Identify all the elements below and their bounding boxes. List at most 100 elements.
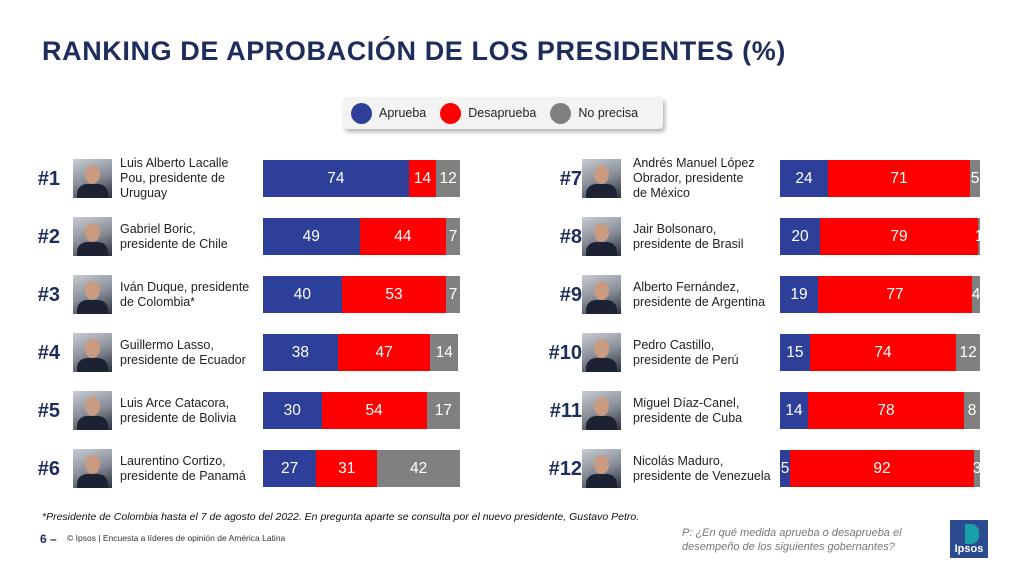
rank-label: #7: [559, 168, 582, 190]
rank-label: #11: [549, 400, 582, 422]
bar-segment-aprueba: 30: [263, 392, 322, 429]
chart-row: #1 Luis Alberto Lacalle Pou, presidente d…: [0, 156, 1024, 200]
stacked-bar: 30 54 17: [263, 392, 460, 429]
legend-swatch: [440, 102, 462, 124]
bar-segment-desaprueba: 44: [359, 218, 447, 255]
bar-segment-desaprueba: 92: [790, 450, 974, 487]
chart-legend: Aprueba Desaprueba No precisa: [343, 97, 663, 129]
bar-segment-no-precisa: 7: [446, 218, 460, 255]
president-name: Iván Duque, presidente de Colombia*: [120, 280, 250, 309]
legend-swatch: [550, 102, 572, 124]
legend-item-aprueba: Aprueba: [351, 102, 427, 124]
president-photo: [582, 333, 621, 372]
bar-segment-no-precisa: 42: [377, 450, 460, 487]
legend-label: Desaprueba: [468, 106, 537, 120]
chart-row: #9 Alberto Fernández, presidente de Argen…: [0, 275, 1024, 315]
bar-segment-desaprueba: 74: [809, 334, 957, 371]
bar-segment-aprueba: 24: [780, 160, 828, 197]
bar-segment-no-precisa: 14: [430, 334, 459, 371]
page-title: RANKING DE APROBACIÓN DE LOS PRESIDENTES…: [42, 36, 786, 66]
ipsos-logo: Ipsos: [950, 520, 988, 558]
rank-label: #4: [37, 342, 60, 364]
president-name: Alberto Fernández, presidente de Argenti…: [633, 280, 766, 309]
bar-segment-no-precisa: 12: [956, 334, 980, 371]
bar-segment-aprueba: 27: [263, 450, 317, 487]
chart-row: #5 Luis Arce Catacora, presidente de Boli…: [0, 391, 1024, 431]
stacked-bar: 14 78 8: [780, 392, 980, 429]
survey-question: P: ¿En qué medida aprueba o desaprueba e…: [682, 527, 902, 553]
footnote: *Presidente de Colombia hasta el 7 de ag…: [42, 511, 640, 523]
chart-row: #12 Nicolás Maduro, presidente de Venezue…: [0, 449, 1024, 489]
president-name: Miguel Díaz-Canel, presidente de Cuba: [633, 396, 743, 425]
bar-segment-aprueba: 20: [780, 218, 820, 255]
chart-row: #11 Miguel Díaz-Canel, presidente de Cuba…: [0, 391, 1024, 431]
bar-segment-desaprueba: 53: [341, 276, 447, 313]
bar-segment-desaprueba: 47: [337, 334, 431, 371]
president-photo: [73, 159, 112, 198]
president-name: Nicolás Maduro, presidente de Venezuela: [633, 454, 771, 483]
stacked-bar: 27 31 42: [263, 450, 460, 487]
president-photo: [73, 275, 112, 314]
rank-label: #2: [37, 226, 60, 248]
bar-segment-desaprueba: 71: [828, 160, 970, 197]
president-name: Andrés Manuel López Obrador, presidente …: [633, 156, 755, 200]
bar-segment-no-precisa: 5: [970, 160, 980, 197]
bar-segment-no-precisa: 12: [436, 160, 460, 197]
chart-row: #10 Pedro Castillo, presidente de Perú 15 7…: [0, 333, 1024, 373]
rank-label: #12: [548, 458, 582, 480]
copyright: © Ipsos | Encuesta a líderes de opinión …: [67, 533, 286, 543]
bar-segment-aprueba: 14: [780, 392, 808, 429]
bar-segment-aprueba: 5: [780, 450, 790, 487]
page-number: 6 –: [40, 532, 57, 546]
legend-label: No precisa: [578, 106, 639, 120]
bar-segment-aprueba: 40: [263, 276, 342, 313]
stacked-bar: 38 47 14: [263, 334, 460, 371]
rank-label: #9: [559, 284, 582, 306]
stacked-bar: 15 74 12: [780, 334, 980, 371]
president-photo: [582, 275, 621, 314]
president-photo: [73, 333, 112, 372]
president-name: Luis Alberto Lacalle Pou, presidente de …: [120, 156, 229, 200]
bar-segment-aprueba: 15: [780, 334, 810, 371]
chart-row: #6 Laurentino Cortizo, presidente de Pana…: [0, 449, 1024, 489]
legend-swatch: [351, 102, 372, 124]
bar-segment-desaprueba: 77: [818, 276, 972, 313]
bar-segment-aprueba: 19: [780, 276, 818, 313]
chart-row: #4 Guillermo Lasso, presidente de Ecuador…: [0, 333, 1024, 373]
stacked-bar: 40 53 7: [263, 276, 460, 313]
president-photo: [73, 391, 112, 430]
bar-segment-aprueba: 49: [263, 218, 360, 255]
president-name: Gabriel Boric, presidente de Chile: [120, 222, 228, 251]
bar-segment-desaprueba: 79: [820, 218, 978, 255]
bar-segment-desaprueba: 78: [808, 392, 964, 429]
president-name: Luis Arce Catacora, presidente de Bolivi…: [120, 396, 237, 425]
chart-row: #3 Iván Duque, presidente de Colombia* 40 5…: [0, 275, 1024, 315]
bar-segment-no-precisa: 3: [973, 450, 981, 487]
logo-text: Ipsos: [954, 543, 984, 555]
bar-segment-no-precisa: 7: [446, 276, 460, 313]
president-photo: [73, 217, 112, 256]
president-name: Pedro Castillo, presidente de Perú: [633, 338, 739, 367]
president-photo: [582, 449, 621, 488]
stacked-bar: 20 79 1: [780, 218, 983, 255]
chart-row: #2 Gabriel Boric, presidente de Chile 49 44…: [0, 217, 1024, 257]
stacked-bar: 19 77 4: [780, 276, 980, 313]
rank-label: #6: [37, 458, 60, 480]
bar-segment-no-precisa: 8: [964, 392, 980, 429]
legend-item-no-precisa: No precisa: [550, 102, 639, 124]
president-photo: [582, 391, 621, 430]
bar-segment-aprueba: 38: [263, 334, 338, 371]
president-name: Guillermo Lasso, presidente de Ecuador: [120, 338, 246, 367]
bar-segment-no-precisa: 4: [972, 276, 980, 313]
stacked-bar: 24 71 5: [780, 160, 980, 197]
bar-segment-desaprueba: 14: [408, 160, 437, 197]
chart-row: #7 Andrés Manuel López Obrador, president…: [0, 156, 1024, 200]
rank-label: #3: [37, 284, 60, 306]
stacked-bar: 74 14 12: [263, 160, 460, 197]
legend-label: Aprueba: [379, 106, 427, 120]
rank-label: #1: [37, 168, 60, 190]
bar-segment-no-precisa: 17: [426, 392, 460, 429]
stacked-bar: 5 92 3: [780, 450, 981, 487]
president-photo: [582, 159, 621, 198]
rank-label: #10: [548, 342, 582, 364]
